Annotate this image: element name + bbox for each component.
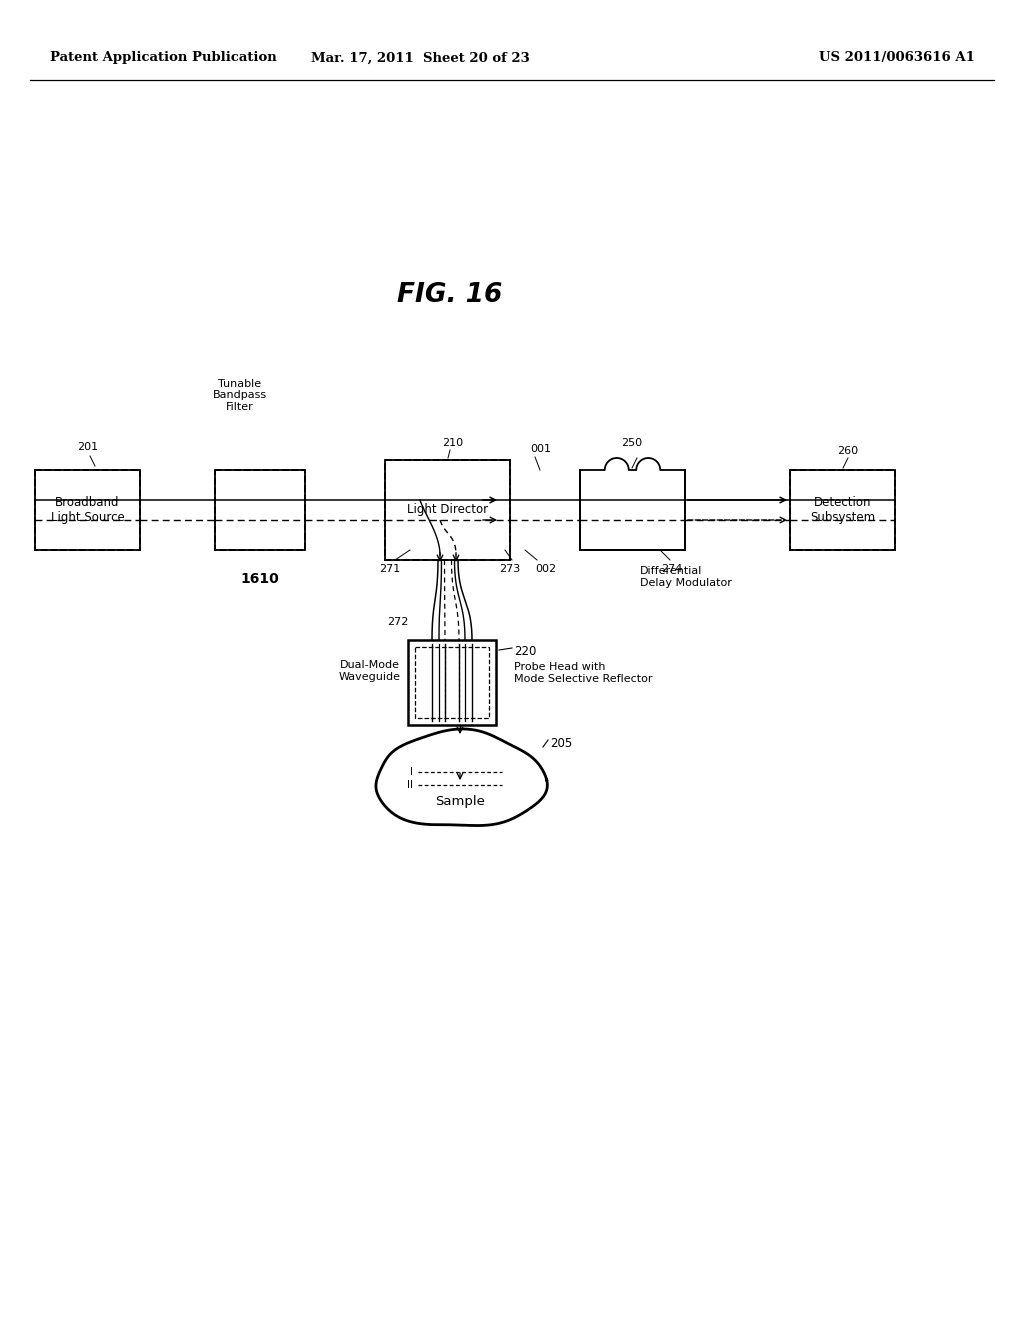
Bar — [790, 470, 895, 550]
Bar — [35, 470, 140, 550]
Text: FIG. 16: FIG. 16 — [397, 282, 503, 308]
Text: 220: 220 — [514, 645, 537, 657]
Bar — [215, 470, 305, 550]
Text: Differential
Delay Modulator: Differential Delay Modulator — [640, 566, 732, 587]
Text: 205: 205 — [550, 737, 572, 750]
Bar — [408, 640, 496, 725]
Bar — [385, 459, 510, 560]
Text: Patent Application Publication: Patent Application Publication — [50, 51, 276, 65]
Text: 271: 271 — [379, 564, 400, 574]
Text: I: I — [410, 767, 413, 777]
Text: Sample: Sample — [435, 796, 485, 808]
Text: Light Director: Light Director — [407, 503, 488, 516]
Text: II: II — [407, 780, 413, 789]
Text: 250: 250 — [622, 438, 643, 447]
Text: 210: 210 — [442, 438, 463, 447]
Text: 272: 272 — [387, 616, 408, 627]
Text: Dual-Mode
Waveguide: Dual-Mode Waveguide — [339, 660, 401, 681]
Text: 002: 002 — [535, 564, 556, 574]
Bar — [35, 470, 140, 550]
Text: 260: 260 — [837, 446, 858, 455]
Text: Broadband
Light Source: Broadband Light Source — [50, 496, 124, 524]
Bar — [580, 470, 685, 550]
Text: 1610: 1610 — [241, 572, 280, 586]
Text: 274: 274 — [662, 564, 683, 574]
Bar — [385, 459, 510, 560]
Bar — [415, 647, 489, 718]
Text: 273: 273 — [500, 564, 520, 574]
Text: Detection
Subsystem: Detection Subsystem — [810, 496, 876, 524]
Bar — [215, 470, 305, 550]
Text: 201: 201 — [77, 442, 98, 451]
Text: 001: 001 — [530, 444, 551, 454]
Bar — [790, 470, 895, 550]
Text: US 2011/0063616 A1: US 2011/0063616 A1 — [819, 51, 975, 65]
Text: Tunable
Bandpass
Filter: Tunable Bandpass Filter — [213, 379, 267, 412]
Text: Mar. 17, 2011  Sheet 20 of 23: Mar. 17, 2011 Sheet 20 of 23 — [310, 51, 529, 65]
Polygon shape — [376, 729, 548, 825]
Text: Probe Head with
Mode Selective Reflector: Probe Head with Mode Selective Reflector — [514, 663, 652, 684]
